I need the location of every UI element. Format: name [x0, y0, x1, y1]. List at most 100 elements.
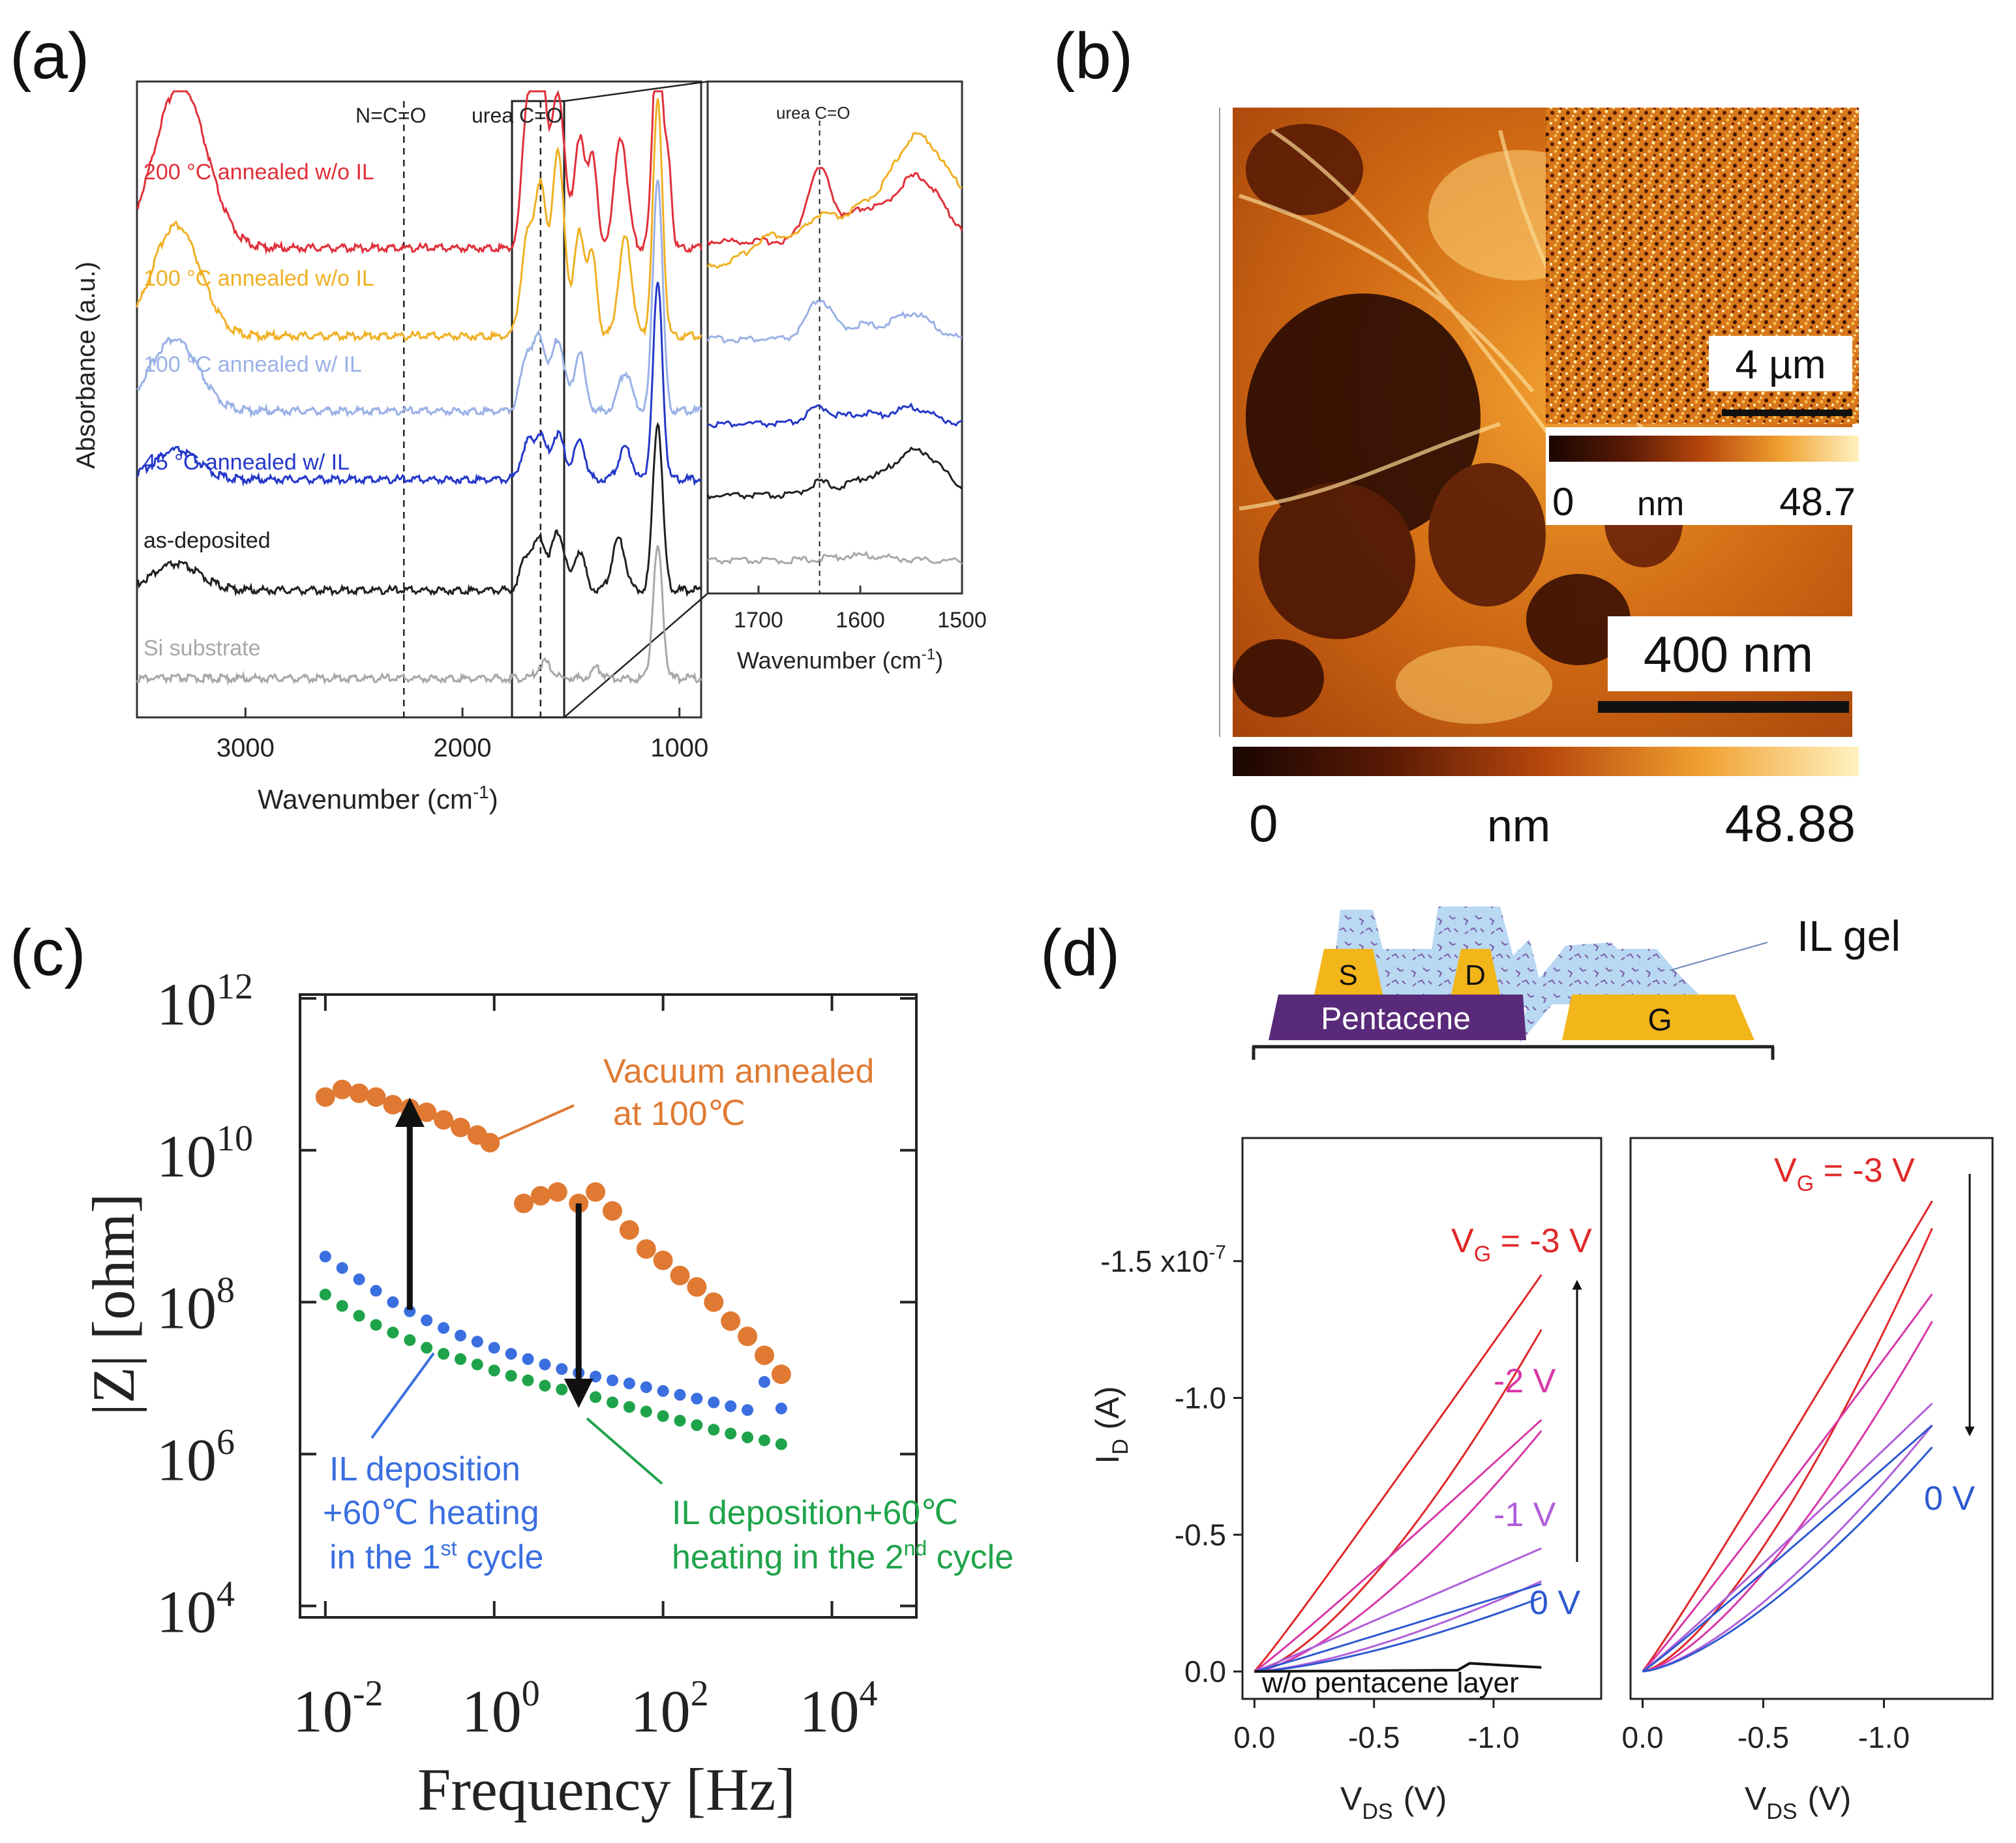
- afm-inset-colorbar-unit: nm: [1637, 485, 1684, 523]
- panel-a-inset-series-100-c-annealed-w-il: [706, 299, 963, 344]
- panel-c-point-il-deposition-60-hea: [640, 1381, 652, 1394]
- panel-c-point-il-deposition-60-hea: [455, 1329, 466, 1341]
- panel-a-inset-x-tick-label: 1700: [734, 608, 783, 633]
- panel-c-y-axis-label: |Z| [ohm]: [80, 1193, 147, 1416]
- afm-inset-scale-bar: [1722, 410, 1852, 416]
- panel-c-point-il-deposition-60-hea: [623, 1401, 635, 1413]
- panel-c-point-il-deposition-60-hea: [607, 1374, 618, 1386]
- panel-c-point-vacuum-annealed-at-1: [619, 1220, 639, 1240]
- afm-scale-text: 400 nm: [1644, 625, 1813, 683]
- panel-c-point-il-deposition-60-hea: [623, 1377, 635, 1390]
- panel-c-point-il-deposition-60-hea: [421, 1341, 433, 1354]
- panel-a-series-100-c-annealed-w-il: [136, 179, 702, 419]
- panel-d-left-loop-lower-0: [1254, 1328, 1542, 1673]
- panel-c-x-tick-label: 102: [631, 1673, 709, 1745]
- panel-d-left-x-tick-label: -0.5: [1348, 1720, 1400, 1754]
- panel-d-right-loop-lower-0: [1642, 1227, 1933, 1673]
- panel-c-point-il-deposition-60-hea: [336, 1262, 348, 1274]
- panel-d-left-x-tick-label: 0.0: [1233, 1720, 1275, 1754]
- panel-c-point-il-deposition-60-hea: [505, 1370, 517, 1382]
- panel-d-right-loop-upper-1: [1642, 1293, 1933, 1673]
- afm-scale-label-bg: [1608, 616, 1856, 691]
- panel-c-point-il-deposition-60-hea: [708, 1424, 720, 1436]
- panel-a-zoom-line-top: [564, 80, 708, 102]
- panel-label-b: (b): [1053, 20, 1133, 93]
- afm-scale-bar: [1598, 701, 1849, 713]
- panel-d-left-no-pentacene-label: w/o pentacene layer: [1261, 1667, 1519, 1699]
- panel-c-point-il-deposition-60-hea: [404, 1334, 416, 1346]
- panel-c-y-tick-label: 1010: [157, 1118, 253, 1190]
- panel-a-x-axis-label: Wavenumber (cm-1): [258, 782, 498, 815]
- afm-inset-colorbar-min: 0: [1552, 480, 1574, 524]
- panel-a-inset-series-si-substrate: [707, 550, 963, 565]
- panel-d-left-loop-label-3: 0 V: [1529, 1584, 1580, 1622]
- panel-d-left-loop-lower-1: [1254, 1430, 1542, 1673]
- panel-d-left-loop-label-1: -2 V: [1494, 1362, 1556, 1400]
- panel-c-point-il-deposition-60-hea: [759, 1434, 770, 1446]
- panel-c-label-green-line1: IL deposition+60℃: [672, 1494, 959, 1532]
- panel-c-point-il-deposition-60-hea: [539, 1358, 551, 1371]
- panel-c-plot-frame: [299, 993, 918, 1619]
- panel-c-point-vacuum-annealed-at-1: [687, 1277, 707, 1297]
- panel-c-point-il-deposition-60-hea: [691, 1392, 703, 1405]
- panel-c-point-vacuum-annealed-at-1: [451, 1117, 470, 1137]
- panel-a-inset-series-100-c-annealed-w-o-il: [706, 131, 963, 269]
- panel-c-point-vacuum-annealed-at-1: [704, 1292, 724, 1312]
- panel-d-left-loop-label-0: VG = -3 V: [1451, 1222, 1592, 1266]
- panel-a-inset-title: urea C=O: [776, 103, 850, 123]
- panel-c-blue-leader: [370, 1352, 435, 1439]
- panel-label-a: (a): [10, 20, 89, 93]
- panel-a-series-as-deposited: [136, 422, 702, 597]
- panel-c-point-il-deposition-60-hea: [319, 1289, 331, 1300]
- panel-c-point-il-deposition-60-hea: [674, 1388, 686, 1401]
- panel-c-point-vacuum-annealed-at-1: [366, 1087, 386, 1107]
- device-il-gel-leader: [1669, 942, 1768, 971]
- panel-c-point-il-deposition-60-hea: [471, 1358, 483, 1371]
- panel-d-right-x-axis-label: VDS (V): [1745, 1780, 1851, 1824]
- device-schematic: S D G Pentacene IL gel: [1252, 907, 1901, 1060]
- panel-c-point-vacuum-annealed-at-1: [771, 1364, 791, 1385]
- panel-c-point-vacuum-annealed-at-1: [636, 1239, 656, 1259]
- panel-a-inset-chart: urea C=O 1700 1600 1500 Wavenumber (cm-1): [706, 80, 987, 674]
- panel-a-inset-x-axis-label: Wavenumber (cm-1): [737, 646, 943, 674]
- afm-main-colorbar-unit: nm: [1487, 800, 1550, 851]
- panel-c-point-il-deposition-60-hea: [725, 1428, 737, 1440]
- panel-c-point-vacuum-annealed-at-1: [603, 1201, 622, 1221]
- panel-a-legend-100-c-annealed-w-o-il: 100 °C annealed w/o IL: [143, 266, 374, 291]
- panel-d-left-loop-lower-3: [1254, 1596, 1542, 1673]
- device-il-gel: [1331, 907, 1702, 1043]
- panel-c-x-tick-label: 104: [800, 1673, 878, 1745]
- afm-main-colorbar: [1233, 747, 1859, 776]
- panel-c-point-il-deposition-60-hea: [607, 1396, 618, 1409]
- panel-a-inset-x-tick-label: 1500: [937, 608, 987, 633]
- panel-c-point-il-deposition-60-hea: [505, 1347, 517, 1360]
- device-drain-label: D: [1465, 959, 1486, 991]
- panel-c-point-il-deposition-60-hea: [556, 1363, 568, 1375]
- panel-c-point-il-deposition-60-hea: [590, 1370, 602, 1383]
- panel-c-point-vacuum-annealed-at-1: [721, 1311, 741, 1331]
- panel-d-right-loop-lower-1: [1642, 1321, 1933, 1673]
- panel-c-point-il-deposition-60-hea: [725, 1400, 737, 1413]
- panel-c-point-vacuum-annealed-at-1: [349, 1083, 369, 1103]
- afm-inset-scale-text: 4 µm: [1735, 342, 1826, 387]
- panel-a-x-tick-label: 1000: [650, 734, 708, 762]
- panel-d-left-x-axis-label: VDS (V): [1340, 1780, 1447, 1824]
- panel-a-legend-100-c-annealed-w-il: 100 °C annealed w/ IL: [143, 352, 362, 377]
- device-il-gel-label: IL gel: [1797, 912, 1901, 960]
- panel-d-right-loop-upper-3: [1642, 1424, 1933, 1673]
- panel-c-point-il-deposition-60-hea: [742, 1431, 754, 1443]
- panel-c-chart: 10-2 100 102 104 104 106 108 1010 1012 Frequency…: [80, 966, 1014, 1823]
- panel-d-left-y-tick-label: -0.5: [1175, 1518, 1226, 1551]
- panel-d-right-frame: [1629, 1137, 1994, 1700]
- panel-label-d: (d): [1040, 916, 1120, 989]
- panel-c-point-il-deposition-60-hea: [488, 1341, 500, 1354]
- panel-c-point-il-deposition-60-hea: [691, 1419, 703, 1431]
- panel-d-left-y-axis-label: ID(A): [1089, 1386, 1133, 1463]
- device-gate-electrode: [1562, 995, 1754, 1040]
- panel-c-point-vacuum-annealed-at-1: [383, 1094, 403, 1115]
- panel-a-legend-si-substrate: Si substrate: [143, 636, 261, 661]
- panel-d-right-loop-label-3: 0 V: [1924, 1480, 1975, 1518]
- panel-c-point-il-deposition-60-hea: [471, 1336, 483, 1348]
- panel-d-left-loop-lower-2: [1254, 1580, 1542, 1673]
